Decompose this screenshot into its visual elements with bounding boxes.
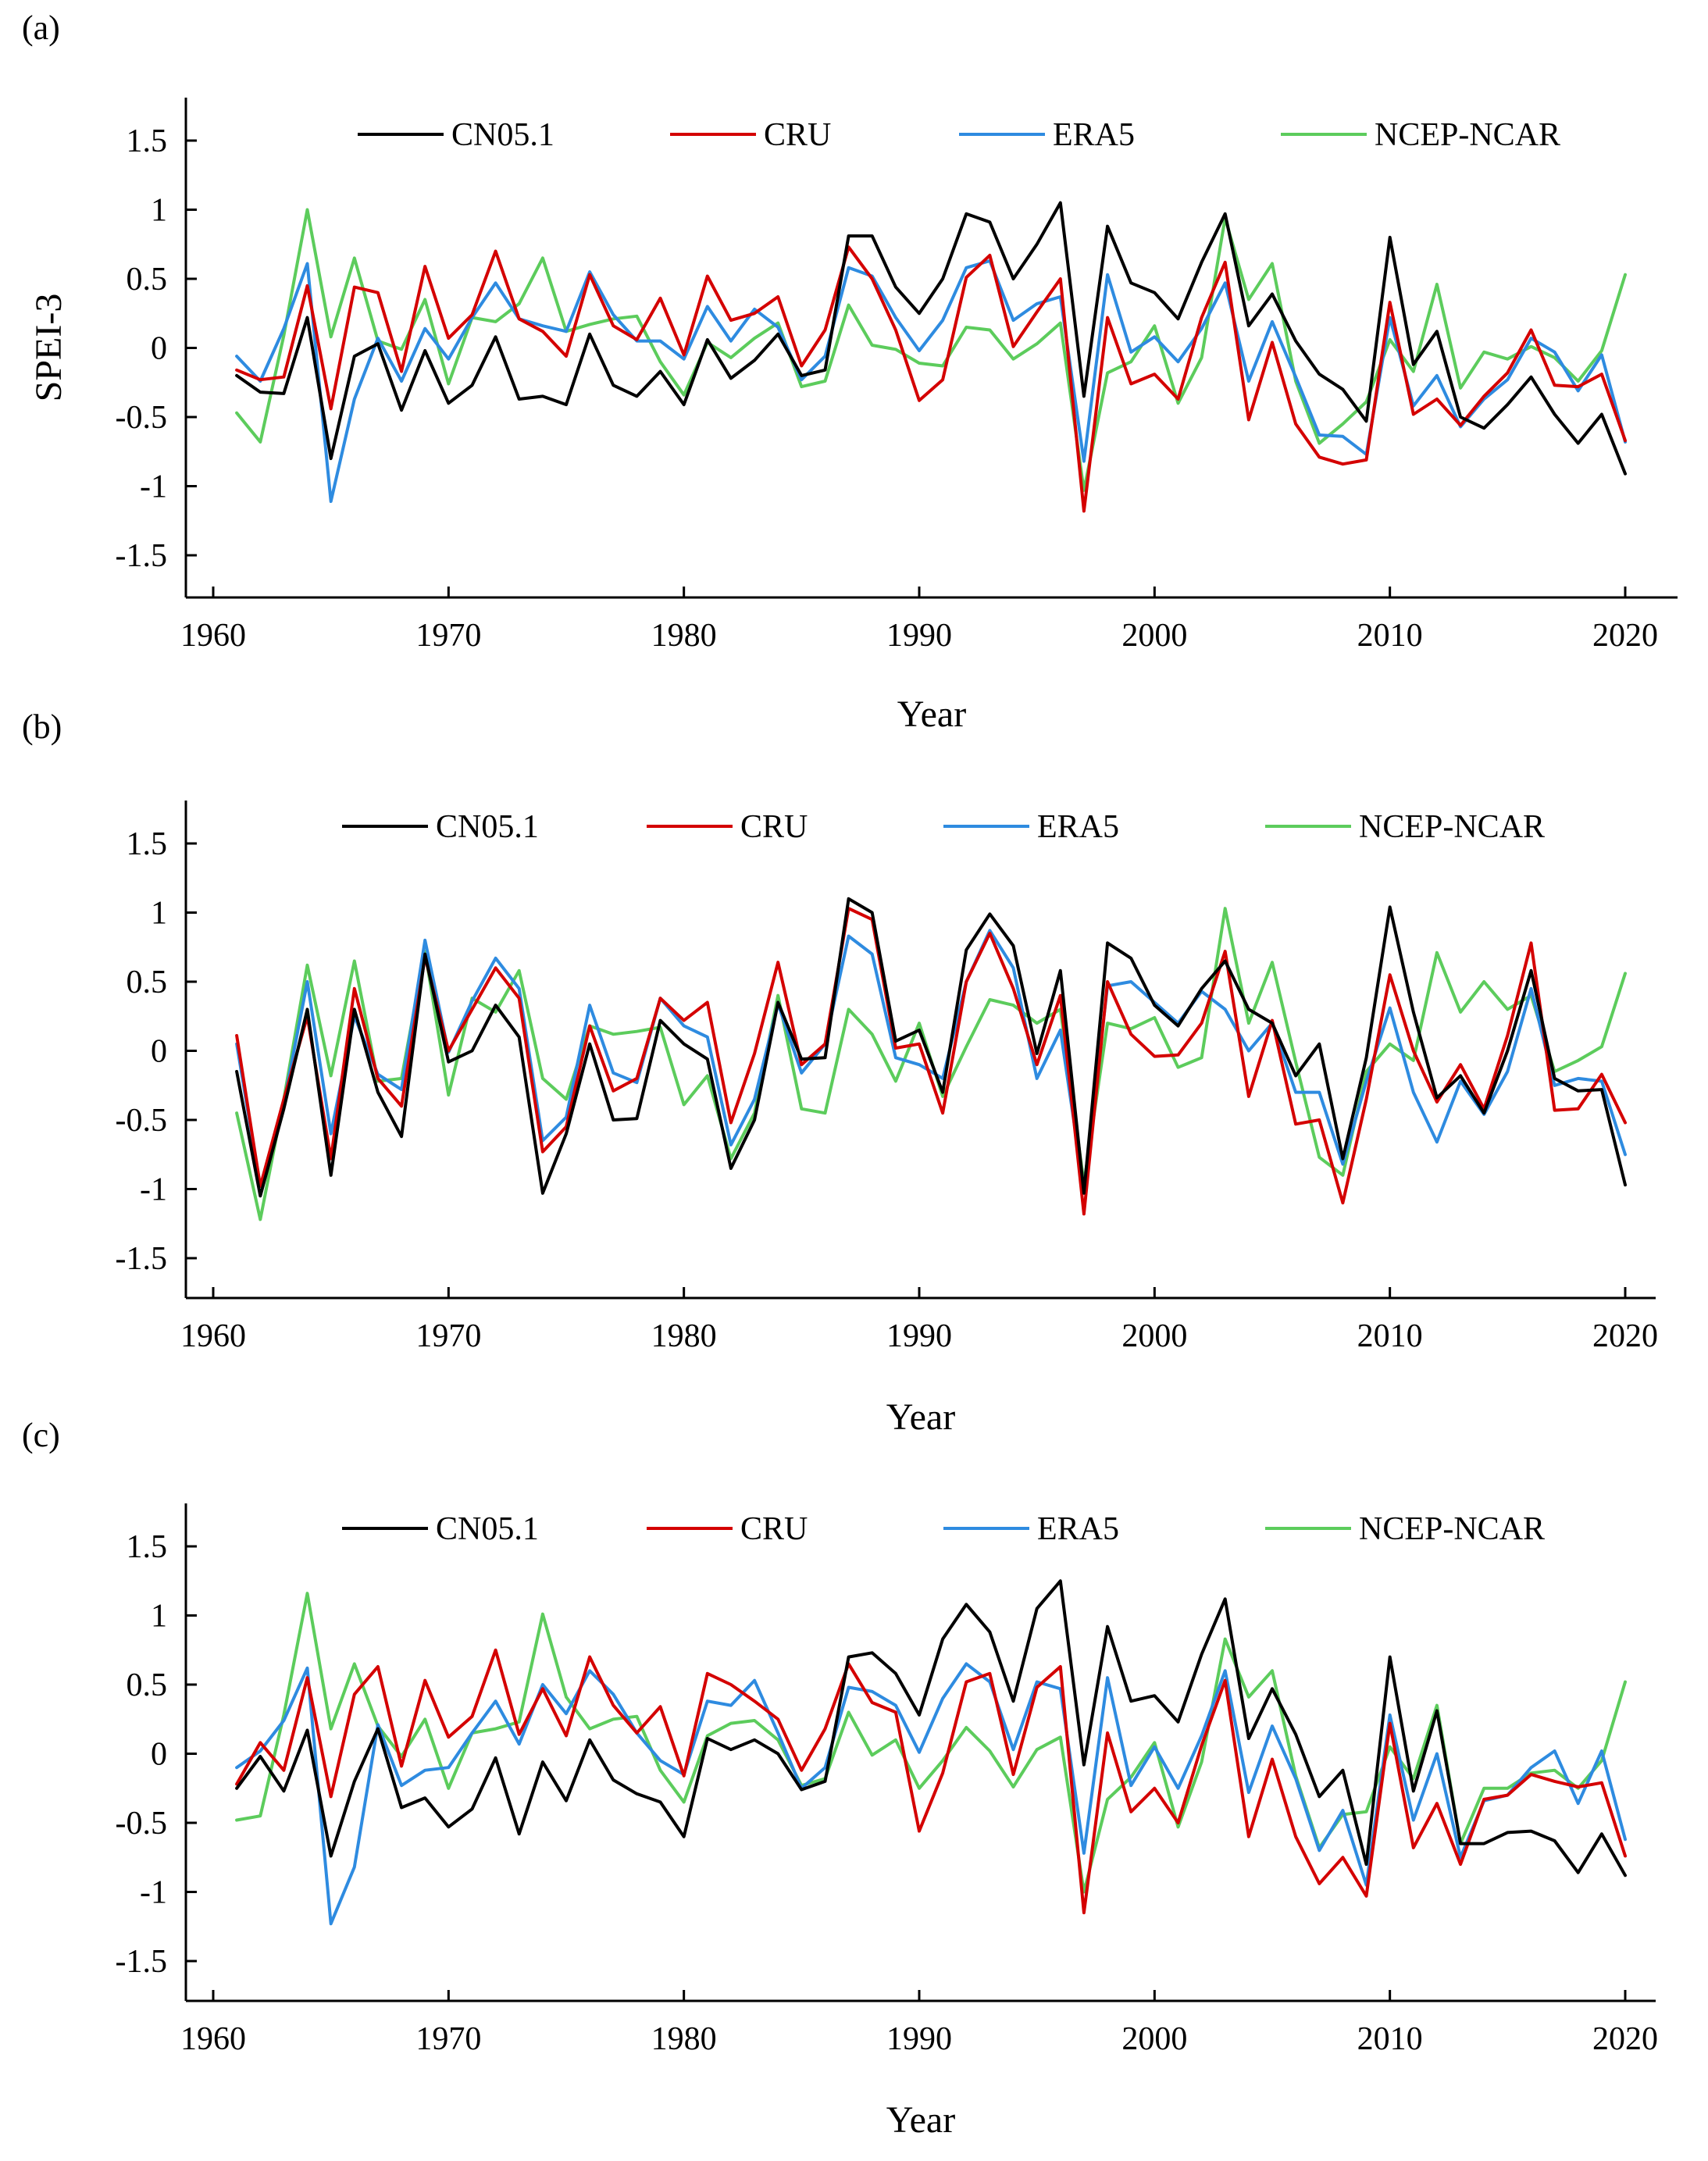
x-tick-label: 2010 [1357,2021,1423,2057]
y-tick-label: -0.5 [116,1806,168,1842]
y-tick-label: 1 [151,1599,167,1635]
x-tick-label: 1960 [180,2021,246,2057]
series-line-era5 [235,929,1627,1191]
y-tick-label: 1 [151,896,167,932]
legend-label: ERA5 [1053,117,1135,153]
y-tick-label: 0 [151,1034,167,1070]
x-tick-label: 1970 [415,2021,481,2057]
y-tick-label: 0 [151,331,167,367]
series-line-cru [235,1648,1627,1915]
y-tick-label: -1 [140,469,167,505]
y-axis-title: SPEI-3 [28,294,70,402]
x-tick-label: 1970 [415,1318,481,1354]
x-tick-label: 1990 [886,2021,952,2057]
x-axis-title: Year [897,694,966,735]
legend-label: CN05.1 [451,117,554,153]
legend-label: NCEP-NCAR [1359,1511,1545,1547]
y-tick-label: -1.5 [116,538,168,574]
legend-label: CRU [740,1511,808,1547]
series-line-ncep-ncar [235,1592,1627,1894]
x-tick-label: 1960 [180,1318,246,1354]
series-line-ncep-ncar [235,208,1627,492]
y-tick-label: -0.5 [116,400,168,436]
chart-panel-1: (a) 1.5 1 0.5 0 -0.5 -1 -1.5 1960 1970 1980 1990 200… [22,9,1678,735]
y-tick-label: -1.5 [116,1944,168,1980]
x-tick-label: 1980 [651,1318,717,1354]
x-tick-label: 1980 [651,618,717,654]
x-axis-title: Year [886,2099,955,2141]
x-tick-label: 1980 [651,2021,717,2057]
legend-label: CRU [740,809,808,845]
x-tick-label: 2010 [1357,1318,1423,1354]
legend-label: ERA5 [1037,1511,1119,1547]
x-tick-label: 2000 [1121,1318,1187,1354]
legend: CN05.1 CRU ERA5 NCEP-NCAR [358,117,1560,153]
series-line-cn05-1 [235,201,1627,476]
y-tick-label: 1.5 [127,826,168,862]
legend-label: CN05.1 [436,1511,539,1547]
y-tick-label: 0 [151,1737,167,1773]
series-line-cru [235,907,1627,1216]
chart-panel-3: (c) 1.5 1 0.5 0 -0.5 -1 -1.5 1960 1970 1980 1990 200… [22,1416,1658,2141]
panel-label: (b) [22,708,62,746]
x-tick-label: 2020 [1592,2021,1658,2057]
legend-label: NCEP-NCAR [1375,117,1560,153]
x-tick-label: 2020 [1592,618,1658,654]
x-tick-label: 1970 [415,618,481,654]
chart-panel-2: (b) 1.5 1 0.5 0 -0.5 -1 -1.5 1960 1970 1980 1990 200… [22,708,1658,1438]
series-line-cru [235,245,1627,513]
x-axis-title: Year [886,1396,955,1438]
panel-label: (c) [22,1416,60,1454]
series-line-cn05-1 [235,897,1627,1198]
x-tick-label: 1990 [886,1318,952,1354]
y-tick-label: 0.5 [127,965,168,1000]
x-tick-label: 2000 [1121,2021,1187,2057]
y-tick-label: 1 [151,193,167,229]
y-tick-label: -0.5 [116,1103,168,1139]
y-tick-label: 1.5 [127,1529,168,1565]
legend-label: CRU [764,117,831,153]
y-tick-label: -1 [140,1172,167,1208]
x-tick-label: 2010 [1357,618,1423,654]
x-tick-label: 1960 [180,618,246,654]
panel-label: (a) [22,9,60,47]
legend: CN05.1 CRU ERA5 NCEP-NCAR [342,809,1545,845]
y-tick-label: -1.5 [116,1241,168,1277]
y-tick-label: -1 [140,1875,167,1911]
x-tick-label: 2000 [1121,618,1187,654]
series-line-cn05-1 [235,1579,1627,1878]
x-tick-label: 1990 [886,618,952,654]
x-tick-label: 2020 [1592,1318,1658,1354]
legend-label: CN05.1 [436,809,539,845]
y-tick-label: 0.5 [127,1667,168,1703]
legend-label: ERA5 [1037,809,1119,845]
y-tick-label: 1.5 [127,123,168,159]
y-tick-label: 0.5 [127,262,168,298]
series-line-era5 [235,1662,1627,1926]
legend-label: NCEP-NCAR [1359,809,1545,845]
series-line-era5 [235,259,1627,503]
legend: CN05.1 CRU ERA5 NCEP-NCAR [342,1511,1545,1547]
